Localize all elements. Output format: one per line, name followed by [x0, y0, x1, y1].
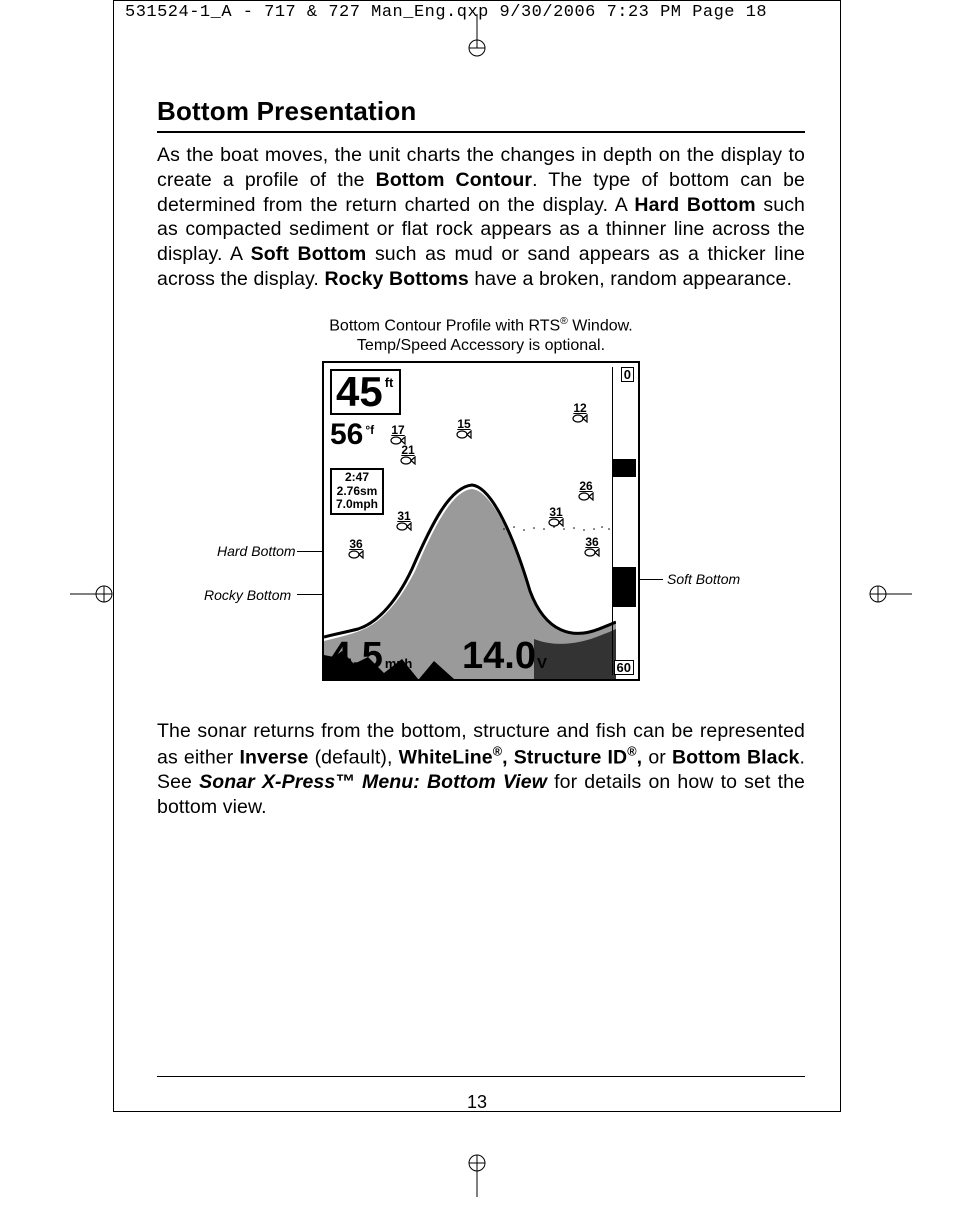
voltage-unit: V — [537, 655, 547, 672]
fish-icon: 36 — [584, 537, 600, 559]
fish-icon: 31 — [548, 507, 564, 529]
paragraph-2: The sonar returns from the bottom, struc… — [157, 719, 805, 820]
callout-rocky-bottom: Rocky Bottom — [204, 587, 291, 603]
paragraph-1: As the boat moves, the unit charts the c… — [157, 143, 805, 292]
page-number: 13 — [0, 1092, 954, 1113]
rts-return-band — [613, 459, 636, 477]
fish-icon: 21 — [400, 445, 416, 467]
registration-mark-icon — [468, 14, 486, 58]
rts-window: 0 60 — [612, 367, 636, 675]
sonar-figure: Hard Bottom Rocky Bottom Soft Bottom — [157, 361, 805, 691]
figure-caption-line1: Bottom Contour Profile with RTS® Window. — [157, 316, 805, 335]
callout-soft-bottom: Soft Bottom — [667, 571, 740, 587]
speed-readout: 4.5 mph — [330, 637, 412, 675]
registration-mark-icon — [868, 585, 912, 603]
trip-time: 2:47 — [336, 471, 378, 485]
rts-upper-range: 0 — [621, 367, 634, 382]
trip-dist: 2.76sm — [336, 485, 378, 499]
figure-caption-line2: Temp/Speed Accessory is optional. — [157, 337, 805, 355]
temp-unit: °f — [365, 423, 374, 437]
fish-icon: 17 — [390, 425, 406, 447]
trip-speed: 7.0mph — [336, 498, 378, 512]
callout-hard-bottom: Hard Bottom — [217, 543, 296, 559]
section-title: Bottom Presentation — [157, 96, 805, 127]
depth-unit: ft — [385, 375, 394, 390]
registration-mark-icon — [468, 1153, 486, 1197]
rts-lower-range: 60 — [614, 660, 634, 675]
fish-icon: 31 — [396, 511, 412, 533]
speed-unit: mph — [385, 656, 412, 671]
fish-icon: 12 — [572, 403, 588, 425]
figure: Bottom Contour Profile with RTS® Window.… — [157, 316, 805, 691]
speed-value: 4.5 — [330, 637, 383, 675]
caption-text: Window. — [568, 317, 633, 334]
caption-text: Bottom Contour Profile with RTS — [329, 317, 560, 334]
voltage-readout: 14.0 V — [462, 637, 547, 675]
sonar-screen: 45 ft 56 °f 2:47 2.76sm 7.0mph 4.5 mph — [322, 361, 640, 681]
registration-mark-icon — [70, 585, 114, 603]
voltage-value: 14.0 — [462, 637, 536, 675]
registered-mark: ® — [560, 316, 568, 327]
temperature-readout: 56 °f — [330, 420, 374, 450]
depth-value: 45 — [336, 371, 383, 413]
title-rule — [157, 131, 805, 133]
fish-icon: 26 — [578, 481, 594, 503]
depth-readout: 45 ft — [330, 369, 401, 415]
callout-line — [297, 594, 323, 595]
fish-icon: 36 — [348, 539, 364, 561]
temp-value: 56 — [330, 420, 363, 450]
trip-readout: 2:47 2.76sm 7.0mph — [330, 468, 384, 515]
print-header: 531524-1_A - 717 & 727 Man_Eng.qxp 9/30/… — [125, 3, 767, 22]
fish-icon: 15 — [456, 419, 472, 441]
page-content: Bottom Presentation As the boat moves, t… — [157, 96, 805, 819]
rts-return-band — [613, 567, 636, 607]
footer-rule — [157, 1076, 805, 1077]
